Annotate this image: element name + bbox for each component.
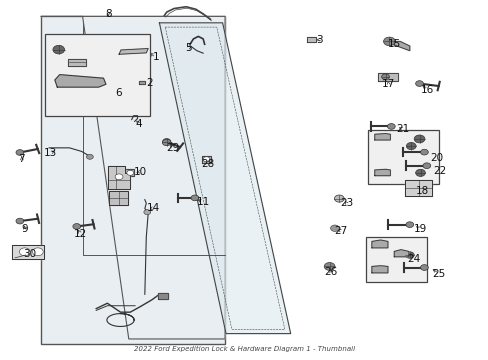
Circle shape <box>162 139 171 146</box>
Text: 26: 26 <box>324 267 337 277</box>
Polygon shape <box>306 37 316 42</box>
Text: 20: 20 <box>429 153 443 163</box>
Circle shape <box>16 218 24 224</box>
Polygon shape <box>201 156 211 163</box>
Polygon shape <box>41 17 224 339</box>
Bar <box>45 33 149 116</box>
Circle shape <box>330 225 339 231</box>
Polygon shape <box>12 245 44 258</box>
Text: 3: 3 <box>315 35 322 45</box>
Text: 8: 8 <box>105 9 111 18</box>
Text: 2: 2 <box>146 78 153 88</box>
Circle shape <box>406 143 415 150</box>
Text: 28: 28 <box>201 159 214 169</box>
Circle shape <box>126 170 133 175</box>
Text: 24: 24 <box>406 254 420 264</box>
Circle shape <box>115 174 122 180</box>
Circle shape <box>191 195 199 201</box>
Text: 22: 22 <box>432 166 446 176</box>
Bar <box>41 17 224 344</box>
Circle shape <box>415 169 425 176</box>
Text: 29: 29 <box>165 143 179 153</box>
Circle shape <box>324 262 334 270</box>
Circle shape <box>203 157 209 162</box>
Text: 6: 6 <box>115 88 121 98</box>
Text: 2022 Ford Expedition Lock & Hardware Diagram 1 - Thumbnail: 2022 Ford Expedition Lock & Hardware Dia… <box>134 346 354 352</box>
Text: 21: 21 <box>396 124 409 134</box>
Polygon shape <box>55 75 106 87</box>
Text: 7: 7 <box>19 154 25 164</box>
Text: 11: 11 <box>196 197 209 207</box>
Circle shape <box>405 252 413 258</box>
Text: 13: 13 <box>43 148 57 158</box>
Circle shape <box>73 224 81 229</box>
Text: 16: 16 <box>420 85 433 95</box>
Text: 4: 4 <box>135 119 142 129</box>
Circle shape <box>32 248 43 256</box>
Text: 12: 12 <box>73 229 86 239</box>
Polygon shape <box>377 73 397 81</box>
Circle shape <box>383 37 394 46</box>
Bar <box>366 237 426 282</box>
Circle shape <box>143 210 150 215</box>
Circle shape <box>53 45 64 54</box>
Circle shape <box>422 163 430 168</box>
Circle shape <box>20 248 30 256</box>
Circle shape <box>16 150 24 156</box>
Text: 25: 25 <box>431 269 445 279</box>
Polygon shape <box>371 240 387 248</box>
Circle shape <box>334 195 344 202</box>
Text: 27: 27 <box>333 226 346 236</box>
Text: 14: 14 <box>146 203 160 213</box>
Circle shape <box>413 135 424 143</box>
Polygon shape <box>158 293 167 298</box>
Circle shape <box>420 265 427 270</box>
Text: 1: 1 <box>152 53 159 63</box>
Polygon shape <box>371 266 387 273</box>
Circle shape <box>381 74 388 80</box>
Text: 5: 5 <box>185 43 191 53</box>
Circle shape <box>405 222 413 228</box>
Text: 18: 18 <box>414 186 427 196</box>
Circle shape <box>420 149 427 155</box>
Text: 10: 10 <box>133 167 146 177</box>
Polygon shape <box>159 23 290 334</box>
Polygon shape <box>393 41 409 51</box>
Circle shape <box>86 154 93 159</box>
Polygon shape <box>125 169 133 176</box>
Polygon shape <box>119 49 148 54</box>
Text: 9: 9 <box>21 224 28 234</box>
Polygon shape <box>393 249 408 257</box>
Polygon shape <box>68 59 86 66</box>
Text: 19: 19 <box>413 224 426 234</box>
Text: 30: 30 <box>23 249 36 259</box>
Circle shape <box>415 81 423 86</box>
Text: 23: 23 <box>339 198 352 208</box>
Circle shape <box>163 139 170 144</box>
Polygon shape <box>108 166 130 189</box>
Polygon shape <box>404 180 431 197</box>
Polygon shape <box>109 191 127 205</box>
Circle shape <box>386 123 394 129</box>
Text: 17: 17 <box>381 78 394 89</box>
Polygon shape <box>374 134 389 140</box>
Polygon shape <box>374 169 389 176</box>
Bar <box>368 130 438 184</box>
Text: 15: 15 <box>387 39 400 49</box>
Polygon shape <box>138 81 145 84</box>
